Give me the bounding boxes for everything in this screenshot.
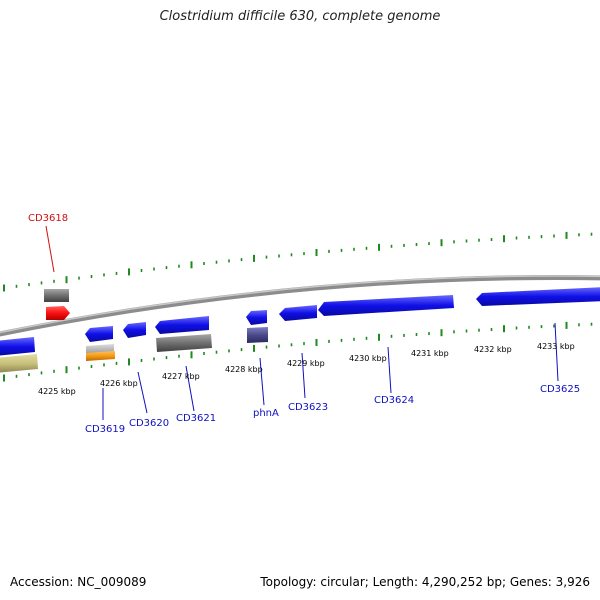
accession-text: Accession: NC_009089 [10, 575, 147, 589]
leader-cd3621 [185, 365, 195, 412]
kbp-label-4226: 4226 kbp [100, 379, 138, 388]
gene-label-cd3618[interactable]: CD3618 [28, 213, 68, 224]
gene-label-cd3624[interactable]: CD3624 [374, 395, 414, 406]
gene-cd3619-blue[interactable] [85, 326, 113, 342]
genome-backbone-highlight [0, 275, 600, 334]
kbp-label-4229: 4229 kbp [287, 359, 325, 368]
kbp-label-4228: 4228 kbp [225, 365, 263, 374]
gene-cd3619-silver[interactable] [86, 344, 114, 354]
gene-cd3619-orange[interactable] [86, 351, 115, 361]
gene-cd3620-blue[interactable] [123, 322, 146, 338]
leader-phna [259, 357, 265, 406]
leader-cd3618 [45, 225, 55, 273]
gene-cd3618-red[interactable] [46, 306, 70, 320]
gene-label-cd3623[interactable]: CD3623 [288, 402, 328, 413]
gene-phna-blue[interactable] [246, 310, 267, 325]
genome-backbone [0, 274, 600, 337]
gene-cd3618-grey[interactable] [44, 289, 69, 302]
gene-cd3621-blue[interactable] [155, 316, 209, 334]
gene-label-cd3625[interactable]: CD3625 [540, 384, 580, 395]
gene-left-blue[interactable] [0, 337, 35, 356]
gene-label-cd3620[interactable]: CD3620 [129, 418, 169, 429]
gene-left-olive[interactable] [0, 354, 38, 373]
inner-tick-ring [3, 321, 593, 382]
gene-label-cd3619[interactable]: CD3619 [85, 424, 125, 435]
kbp-label-4231: 4231 kbp [411, 349, 449, 358]
gene-cd3623-blue[interactable] [279, 305, 317, 321]
kbp-label-4232: 4232 kbp [474, 345, 512, 354]
gene-cd3621-grey[interactable] [156, 334, 212, 352]
gene-label-phna[interactable]: phnA [253, 408, 279, 419]
kbp-label-4230: 4230 kbp [349, 354, 387, 363]
leader-cd3620 [137, 371, 148, 414]
gene-cd3624-blue[interactable] [318, 295, 454, 316]
kbp-label-4225: 4225 kbp [38, 387, 76, 396]
topology-text: Topology: circular; Length: 4,290,252 bp… [260, 575, 590, 589]
leader-cd3624 [387, 346, 392, 394]
kbp-label-4233: 4233 kbp [537, 342, 575, 351]
kbp-label-4227: 4227 kbp [162, 372, 200, 381]
gene-phna-purple[interactable] [247, 327, 268, 343]
outer-tick-ring [3, 231, 593, 292]
gene-cd3625-blue[interactable] [476, 287, 600, 306]
leader-cd3623 [301, 352, 306, 399]
map-title: Clostridium difficile 630, complete geno… [159, 9, 441, 24]
leader-cd3625 [554, 322, 559, 382]
gene-label-cd3621[interactable]: CD3621 [176, 413, 216, 424]
